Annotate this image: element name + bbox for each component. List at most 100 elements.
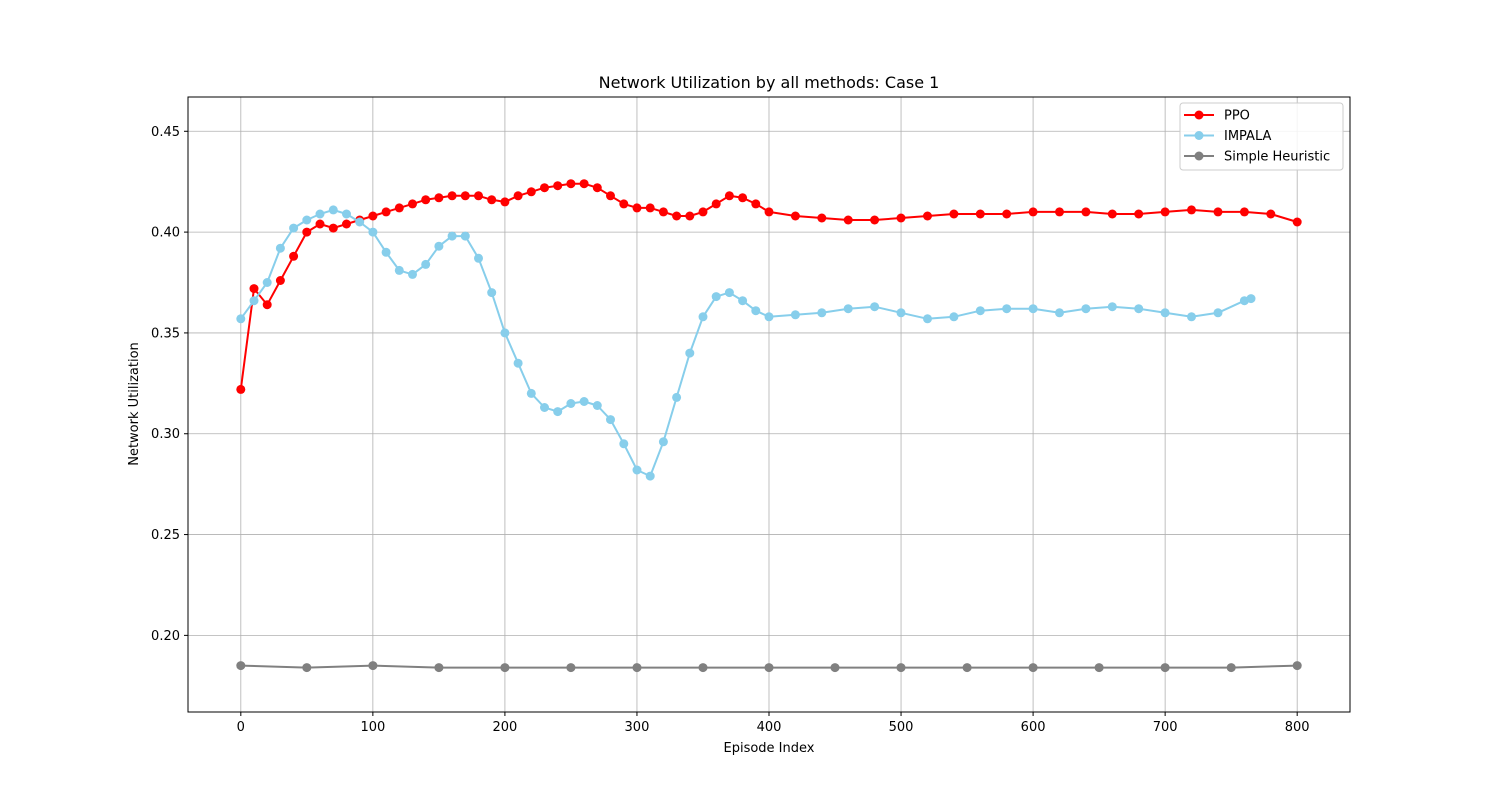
data-point-ppo: [790, 211, 800, 221]
data-point-ppo: [434, 193, 444, 203]
data-point-ppo: [487, 195, 497, 205]
data-point-impala: [262, 278, 272, 287]
data-point-ppo: [632, 203, 642, 213]
data-point-ppo: [526, 187, 536, 197]
data-point-impala: [302, 215, 312, 225]
data-point-ppo: [685, 211, 695, 221]
data-point-simple-heuristic: [236, 661, 246, 671]
data-point-impala: [249, 296, 259, 306]
data-point-impala: [619, 439, 629, 449]
x-tick-label: 100: [360, 720, 385, 735]
x-tick-label: 400: [757, 720, 782, 735]
data-point-ppo: [315, 219, 325, 229]
data-point-impala: [487, 288, 497, 298]
data-point-ppo: [579, 179, 589, 189]
data-point-ppo: [500, 197, 510, 207]
data-point-impala: [1081, 304, 1091, 314]
data-point-impala: [1246, 294, 1256, 304]
data-point-ppo: [474, 191, 483, 201]
data-point-impala: [553, 407, 563, 417]
data-point-ppo: [1134, 209, 1144, 219]
data-point-ppo: [262, 300, 272, 310]
data-point-ppo: [342, 219, 351, 229]
legend-label: PPO: [1224, 109, 1250, 124]
data-point-simple-heuristic: [698, 663, 708, 673]
legend-marker: [1194, 151, 1204, 161]
data-point-ppo: [672, 211, 682, 221]
data-point-ppo: [738, 193, 748, 203]
data-point-impala: [500, 328, 510, 338]
data-point-ppo: [896, 213, 906, 223]
data-point-impala: [672, 392, 682, 402]
x-tick-label: 200: [492, 720, 517, 735]
data-point-impala: [474, 253, 483, 263]
x-axis-ticks: 0 100 200 300 400 500 600 700 800: [237, 712, 1310, 735]
data-point-impala: [342, 209, 351, 219]
data-point-impala: [1160, 308, 1170, 318]
data-point-impala: [1213, 308, 1223, 318]
data-point-ppo: [368, 211, 378, 221]
legend: PPO IMPALA Simple Heuristic: [1179, 102, 1344, 171]
y-tick-label: 0.35: [151, 326, 180, 341]
data-point-impala: [355, 217, 365, 227]
data-point-impala: [975, 306, 985, 316]
data-point-impala: [949, 312, 959, 322]
series-ppo: [236, 179, 1302, 394]
data-point-impala: [606, 415, 615, 425]
data-point-impala: [447, 231, 457, 241]
data-point-ppo: [1239, 207, 1249, 217]
legend-marker: [1194, 131, 1204, 140]
data-point-impala: [408, 269, 417, 279]
data-point-ppo: [513, 191, 523, 201]
data-point-ppo: [566, 179, 576, 189]
data-point-ppo: [1107, 209, 1117, 219]
series-simple-heuristic: [236, 661, 1302, 673]
legend-label: Simple Heuristic: [1224, 150, 1330, 165]
data-point-ppo: [975, 209, 985, 219]
data-point-impala: [645, 471, 655, 481]
legend-item-simple-heuristic: Simple Heuristic: [1184, 150, 1330, 165]
data-point-ppo: [302, 227, 312, 237]
data-point-impala: [592, 401, 602, 410]
data-point-impala: [923, 314, 932, 324]
data-point-simple-heuristic: [1160, 663, 1170, 673]
data-point-impala: [434, 241, 444, 251]
data-point-impala: [698, 312, 708, 322]
data-point-impala: [1187, 312, 1196, 322]
y-tick-label: 0.20: [151, 629, 180, 644]
data-point-impala: [1107, 302, 1117, 312]
x-axis-label: Episode Index: [724, 741, 815, 756]
data-point-impala: [566, 399, 576, 408]
legend-marker: [1194, 110, 1204, 120]
data-point-impala: [1055, 308, 1064, 318]
data-point-ppo: [658, 207, 668, 217]
data-point-ppo: [751, 199, 761, 209]
data-point-ppo: [236, 384, 246, 394]
y-axis-label: Network Utilization: [127, 342, 142, 466]
data-point-impala: [1002, 304, 1012, 314]
data-point-impala: [236, 314, 246, 324]
x-tick-label: 300: [625, 720, 650, 735]
data-point-ppo: [328, 223, 338, 233]
data-point-ppo: [606, 191, 615, 201]
data-point-impala: [711, 292, 721, 302]
data-point-simple-heuristic: [500, 663, 510, 673]
data-point-impala: [513, 358, 523, 368]
y-tick-label: 0.25: [151, 528, 180, 543]
data-point-impala: [658, 437, 668, 447]
data-point-ppo: [949, 209, 959, 219]
data-point-impala: [1028, 304, 1038, 314]
data-point-ppo: [275, 276, 285, 285]
data-point-ppo: [817, 213, 827, 223]
legend-item-impala: IMPALA: [1184, 129, 1271, 144]
data-point-impala: [764, 312, 774, 322]
data-point-simple-heuristic: [1094, 663, 1104, 673]
data-point-ppo: [249, 284, 259, 294]
data-point-impala: [724, 288, 734, 298]
data-point-ppo: [870, 215, 880, 225]
y-tick-label: 0.30: [151, 427, 180, 442]
data-point-ppo: [698, 207, 708, 217]
data-point-simple-heuristic: [1226, 663, 1236, 673]
data-point-ppo: [421, 195, 431, 205]
